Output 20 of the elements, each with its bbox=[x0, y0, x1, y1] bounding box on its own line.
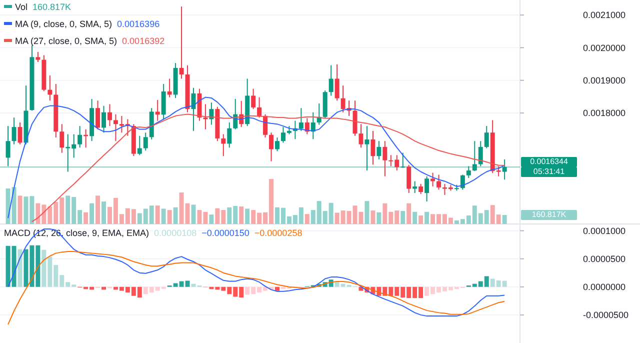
text: 05:31:41 bbox=[533, 167, 566, 176]
annotation: 0.0016392 bbox=[122, 36, 165, 46]
y-tick-label: 0.0018000 bbox=[583, 108, 626, 118]
ref-line-label: 0.0016344 bbox=[530, 157, 568, 166]
y-tick-label: 0.0000000 bbox=[583, 282, 626, 292]
y-tick-label: 0.0001000 bbox=[583, 226, 626, 236]
annotation: −0.0000258 bbox=[254, 228, 302, 238]
legend-label: MA (27, close, 0, SMA, 5) bbox=[15, 36, 118, 46]
annotation: −0.0000150 bbox=[202, 228, 250, 238]
y-tick-label: 0.0000500 bbox=[583, 254, 626, 264]
annotation: 0.0000108 bbox=[154, 228, 197, 238]
y-tick-label: -0.0000500 bbox=[583, 310, 629, 320]
y-tick-label: 0.0020000 bbox=[583, 42, 626, 53]
text: 160.817K bbox=[532, 210, 567, 220]
y-tick-label: 0.0019000 bbox=[583, 75, 626, 86]
y-tick-label: 0.0021000 bbox=[583, 10, 626, 20]
text: Vol bbox=[15, 2, 28, 12]
annotation: 0.0016396 bbox=[117, 19, 160, 29]
legend-label: MA (9, close, 0, SMA, 5) bbox=[15, 19, 112, 29]
text: 160.817K bbox=[32, 2, 72, 12]
